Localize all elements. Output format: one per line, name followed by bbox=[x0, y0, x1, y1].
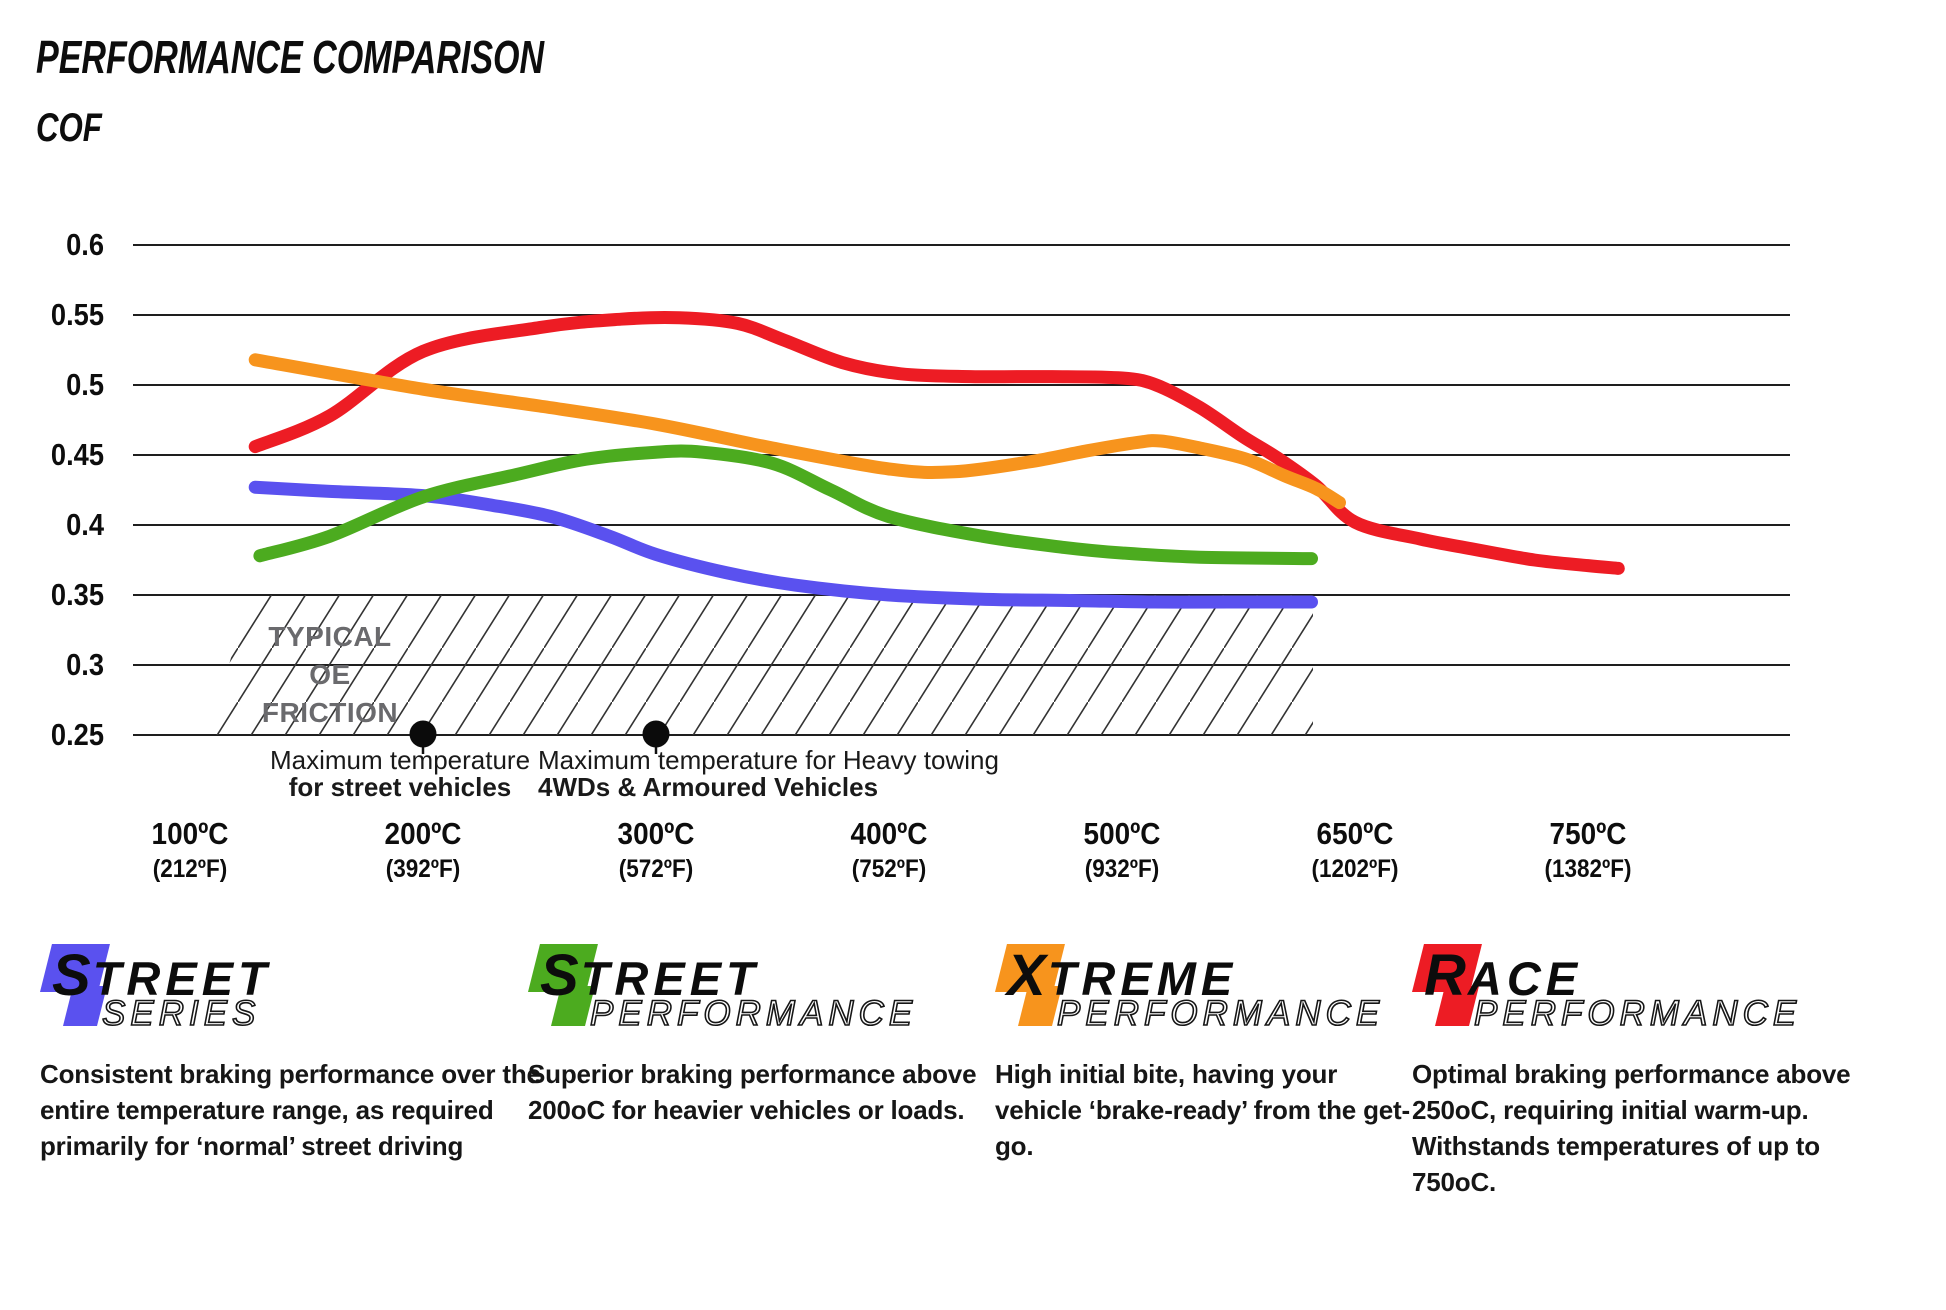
legend-race-performance: R ACE PERFORMANCE Optimal braking perform… bbox=[1412, 942, 1882, 1200]
series-line-race-performance bbox=[248, 310, 1625, 575]
logo-subtitle: PERFORMANCE bbox=[589, 993, 918, 1034]
annotation-line: Maximum temperature bbox=[269, 745, 531, 775]
x-tick-200c: 200ºC (392ºF) bbox=[384, 816, 462, 883]
y-axis-title: COF bbox=[36, 106, 102, 150]
oe-friction-label: TYPICAL OE FRICTION bbox=[261, 621, 399, 728]
y-tick-label: 0.45 bbox=[50, 437, 104, 472]
page-title: PERFORMANCE COMPARISON bbox=[36, 31, 545, 83]
y-tick-label: 0.35 bbox=[50, 577, 104, 612]
logo-subtitle: PERFORMANCE bbox=[1056, 993, 1385, 1034]
annotation-heavy-towing-max-temp: Maximum temperature for Heavy towing 4WD… bbox=[538, 747, 1158, 801]
race-performance-logo: R ACE PERFORMANCE bbox=[1412, 942, 1882, 1034]
legend-description: Optimal braking performance above 250oC,… bbox=[1412, 1059, 1851, 1197]
legend-description: Superior braking performance above 200oC… bbox=[528, 1059, 977, 1125]
y-tick-label: 0.4 bbox=[66, 507, 104, 542]
street-performance-logo: S TREET PERFORMANCE bbox=[528, 942, 993, 1034]
logo-word: X TREME bbox=[1007, 943, 1238, 1008]
series-line-xtreme-performance bbox=[248, 353, 1346, 510]
x-tick-650c: 650ºC (1202ºF) bbox=[1311, 816, 1399, 883]
legend-description: Consistent braking performance over the … bbox=[40, 1059, 541, 1161]
x-tick-400c: 400ºC (752ºF) bbox=[850, 816, 928, 883]
cof-chart bbox=[133, 244, 1790, 754]
x-tick-500c: 500ºC (932ºF) bbox=[1083, 816, 1161, 883]
annotation-line: 4WDs & Armoured Vehicles bbox=[538, 772, 879, 802]
logo-word: S TREET bbox=[540, 943, 760, 1008]
y-tick-label: 0.55 bbox=[50, 297, 104, 332]
x-tick-300c: 300ºC (572ºF) bbox=[617, 816, 695, 883]
max-temp-street-dot bbox=[409, 720, 437, 748]
x-tick-750c: 750ºC (1382ºF) bbox=[1544, 816, 1632, 883]
logo-subtitle: PERFORMANCE bbox=[1473, 993, 1802, 1034]
annotation-street-max-temp: Maximum temperature for street vehicles bbox=[250, 747, 550, 801]
y-tick-label: 0.5 bbox=[66, 367, 104, 402]
annotation-line: for street vehicles bbox=[288, 772, 512, 802]
y-tick-label: 0.6 bbox=[66, 227, 104, 262]
series-line-street-performance bbox=[253, 444, 1318, 566]
max-temp-heavy-towing-dot bbox=[642, 720, 670, 748]
logo-word: S TREET bbox=[52, 943, 272, 1008]
legend-xtreme-performance: X TREME PERFORMANCE High initial bite, ha… bbox=[995, 942, 1415, 1164]
x-tick-100c: 100ºC (212ºF) bbox=[151, 816, 229, 883]
logo-subtitle: SERIES bbox=[101, 993, 261, 1034]
legend-street-performance: S TREET PERFORMANCE Superior braking perf… bbox=[528, 942, 993, 1128]
logo-word: R ACE bbox=[1424, 943, 1583, 1008]
street-series-logo: S TREET SERIES bbox=[40, 942, 545, 1034]
xtreme-performance-logo: X TREME PERFORMANCE bbox=[995, 942, 1415, 1034]
legend-description: High initial bite, having your vehicle ‘… bbox=[995, 1059, 1410, 1161]
y-tick-label: 0.3 bbox=[66, 647, 104, 682]
oe-friction-band bbox=[210, 595, 1313, 735]
legend-street-series: S TREET SERIES Consistent braking perform… bbox=[40, 942, 545, 1164]
y-tick-label: 0.25 bbox=[50, 717, 104, 752]
annotation-line: Maximum temperature for Heavy towing bbox=[538, 745, 999, 775]
